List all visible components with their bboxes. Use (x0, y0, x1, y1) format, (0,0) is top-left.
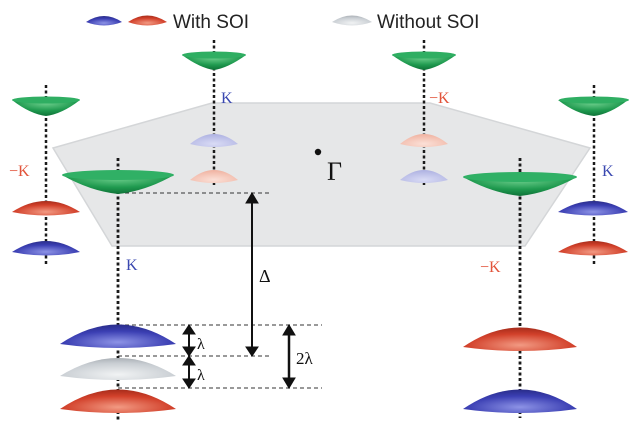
two-lambda-label: 2λ (296, 349, 314, 368)
valence-no-soi-gray (60, 358, 176, 380)
k-label-back-right: −K (429, 90, 450, 107)
gamma-point (314, 148, 322, 156)
side-valley-left: −K (9, 85, 80, 265)
gamma-label: Γ (327, 157, 342, 186)
valence-spin-red (463, 327, 577, 351)
k-label-front-right: −K (480, 259, 501, 276)
lambda-label-lower: λ (197, 367, 205, 384)
red-lens-icon (128, 15, 167, 26)
valence-spin-red (60, 389, 176, 413)
blue-lens-icon (86, 16, 122, 26)
valence-spin-blue (463, 389, 577, 413)
k-label-back-left: K (221, 90, 233, 107)
front-valley-left: K (60, 158, 176, 422)
k-label-front-left: K (126, 257, 138, 274)
faded-red-valence (190, 170, 238, 183)
legend: With SOI Without SOI (86, 12, 479, 33)
valence-spin-blue (60, 324, 176, 348)
delta-label: Δ (259, 266, 271, 286)
k-label-side-right: K (602, 163, 614, 180)
faded-blue-valence (190, 134, 238, 147)
back-valley-left: K (182, 40, 246, 185)
faded-red-valence (400, 134, 448, 147)
legend-without-soi: Without SOI (377, 12, 479, 33)
faded-blue-valence (400, 170, 448, 183)
gray-lens-icon (332, 15, 372, 26)
lambda-label-upper: λ (197, 336, 205, 353)
energy-guide-lines (118, 192, 322, 389)
gap-arrows (182, 192, 296, 389)
k-label-side-left: −K (9, 163, 30, 180)
brillouin-zone-hexagon (51, 102, 592, 247)
legend-with-soi: With SOI (173, 12, 249, 33)
front-valley-right: −K (463, 158, 577, 418)
side-valley-right: K (558, 85, 629, 265)
back-valley-right: −K (392, 40, 456, 185)
